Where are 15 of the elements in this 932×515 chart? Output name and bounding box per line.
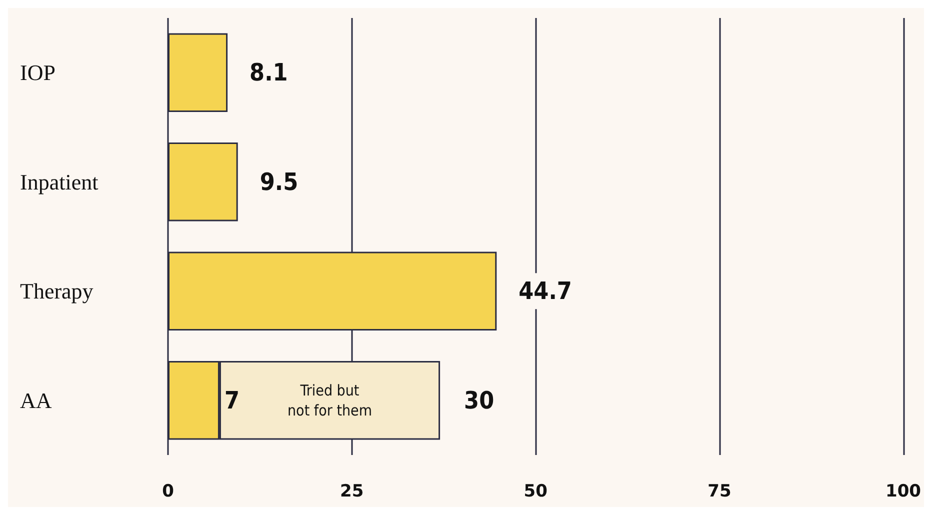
x-tick-label: 50	[524, 482, 548, 502]
data-label: 30	[464, 386, 494, 414]
y-tick-label: IOP	[20, 60, 56, 86]
data-label: 9.5	[260, 168, 298, 196]
data-label: 44.7	[518, 277, 572, 306]
y-tick-label: Inpatient	[20, 169, 98, 194]
x-tick-label: 75	[708, 482, 732, 502]
x-tick-label: 0	[162, 482, 174, 502]
y-tick-label: AA	[20, 388, 52, 413]
x-tick-label: 100	[886, 482, 922, 502]
y-tick-label: Therapy	[20, 278, 94, 304]
data-label: 8.1	[250, 58, 288, 87]
data-label: 7	[224, 386, 240, 414]
series-label: Tried but not for them	[288, 381, 372, 420]
x-tick-label: 25	[340, 482, 364, 502]
